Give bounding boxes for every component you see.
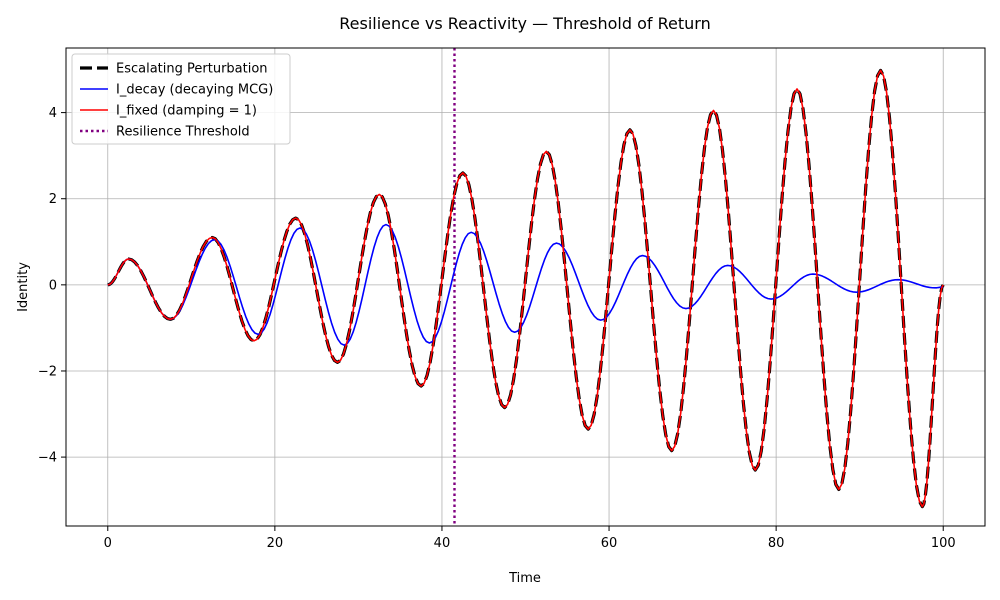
legend-label: I_decay (decaying MCG) — [116, 83, 273, 98]
x-tick-label: 100 — [931, 536, 956, 551]
y-tick-label: −2 — [38, 364, 57, 379]
series-line-3 — [107, 69, 944, 508]
y-axis-label: Identity — [16, 262, 31, 312]
legend: Escalating Perturbation I_decay (decaying… — [71, 53, 291, 145]
x-tick-label: 20 — [267, 536, 284, 551]
y-tick-label: 4 — [49, 106, 57, 121]
x-tick-label: 60 — [601, 536, 618, 551]
y-tick-label: 2 — [49, 192, 57, 207]
legend-label: I_fixed (damping = 1) — [116, 104, 257, 119]
series-line-2 — [107, 223, 944, 346]
x-axis-label: Time — [508, 571, 541, 586]
x-tick-label: 80 — [768, 536, 785, 551]
legend-label: Resilience Threshold — [116, 125, 250, 140]
plot-frame — [65, 47, 986, 527]
y-tick-label: 0 — [49, 278, 57, 293]
chart-title: Resilience vs Reactivity — Threshold of … — [339, 14, 710, 33]
y-tick-label: −4 — [38, 451, 57, 466]
x-tick-label: 40 — [434, 536, 451, 551]
legend-box — [71, 53, 291, 145]
plot-layer — [107, 68, 945, 509]
ticks: 0 20 40 60 80 100 −4 −2 0 2 4 — [38, 106, 956, 551]
x-tick-label: 0 — [104, 536, 112, 551]
legend-label: Escalating Perturbation — [116, 62, 268, 77]
